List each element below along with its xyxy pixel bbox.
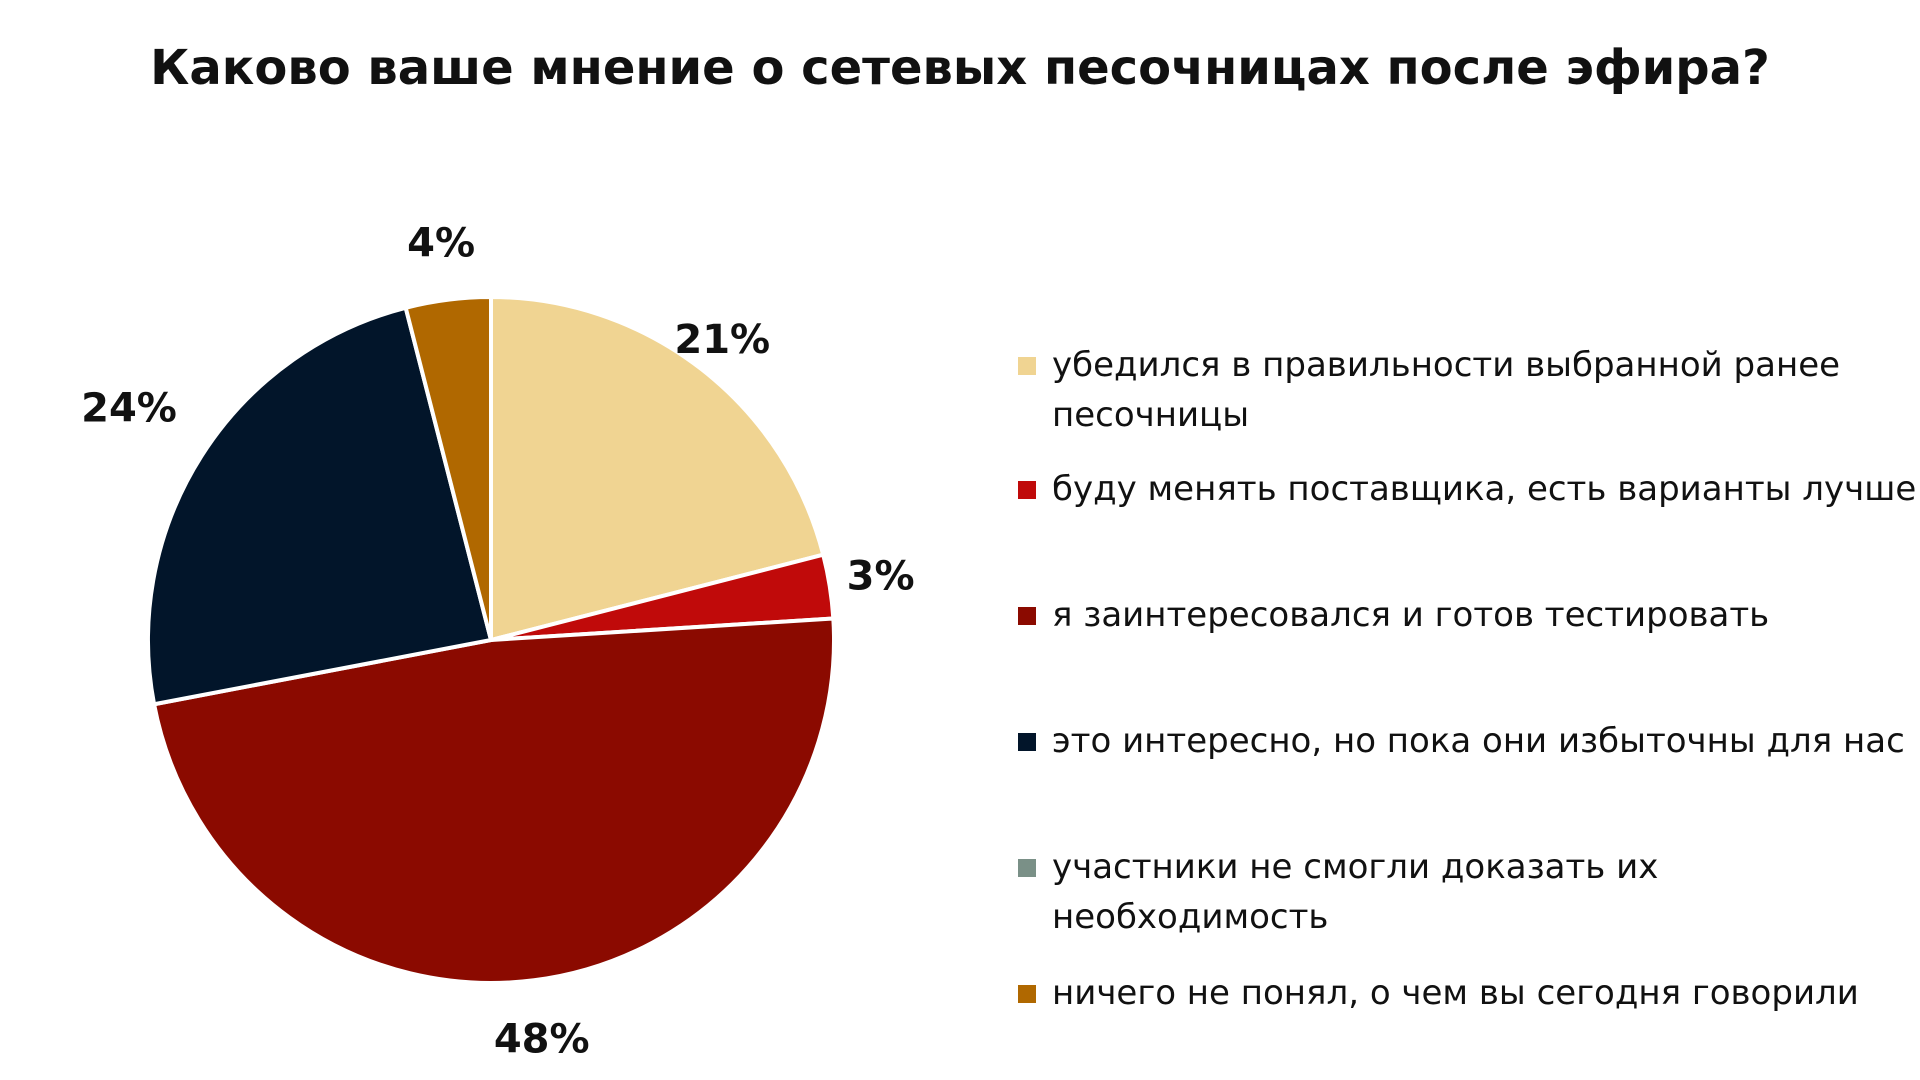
legend: убедился в правильности выбранной ранее … xyxy=(1018,340,1918,1028)
legend-label: буду менять поставщика, есть варианты лу… xyxy=(1052,469,1917,509)
slice-value-label: 3% xyxy=(847,553,915,599)
pie-slice xyxy=(403,294,493,641)
legend-label: это интересно, но пока они избыточны для… xyxy=(1052,721,1905,761)
slice-value-label: 21% xyxy=(674,317,770,363)
slice-value-label: 48% xyxy=(494,1017,590,1063)
legend-item: участники не смогли доказать их необходи… xyxy=(1018,842,1918,968)
pie-slice xyxy=(146,305,494,707)
legend-swatch xyxy=(1018,607,1036,625)
legend-label: я заинтересовался и готов тестировать xyxy=(1052,595,1770,635)
legend-item: убедился в правильности выбранной ранее … xyxy=(1018,340,1918,464)
legend-item: это интересно, но пока они избыточны для… xyxy=(1018,716,1918,842)
legend-swatch xyxy=(1018,985,1036,1003)
legend-swatch xyxy=(1018,481,1036,499)
chart-title: Каково ваше мнение о сетевых песочницах … xyxy=(150,40,1770,96)
legend-label: ничего не понял, о чем вы сегодня говори… xyxy=(1052,973,1859,1013)
slice-value-label: 4% xyxy=(407,220,475,266)
legend-item: ничего не понял, о чем вы сегодня говори… xyxy=(1018,968,1918,1028)
legend-label: убедился в правильности выбранной ранее … xyxy=(1052,345,1841,435)
legend-label: участники не смогли доказать их необходи… xyxy=(1052,847,1659,937)
pie-slice xyxy=(489,294,826,643)
slice-value-label: 24% xyxy=(81,385,177,431)
legend-item: я заинтересовался и готов тестировать xyxy=(1018,590,1918,716)
legend-swatch xyxy=(1018,733,1036,751)
pie-slice xyxy=(151,616,836,985)
legend-item: буду менять поставщика, есть варианты лу… xyxy=(1018,464,1918,590)
legend-swatch xyxy=(1018,357,1036,375)
legend-swatch xyxy=(1018,859,1036,877)
